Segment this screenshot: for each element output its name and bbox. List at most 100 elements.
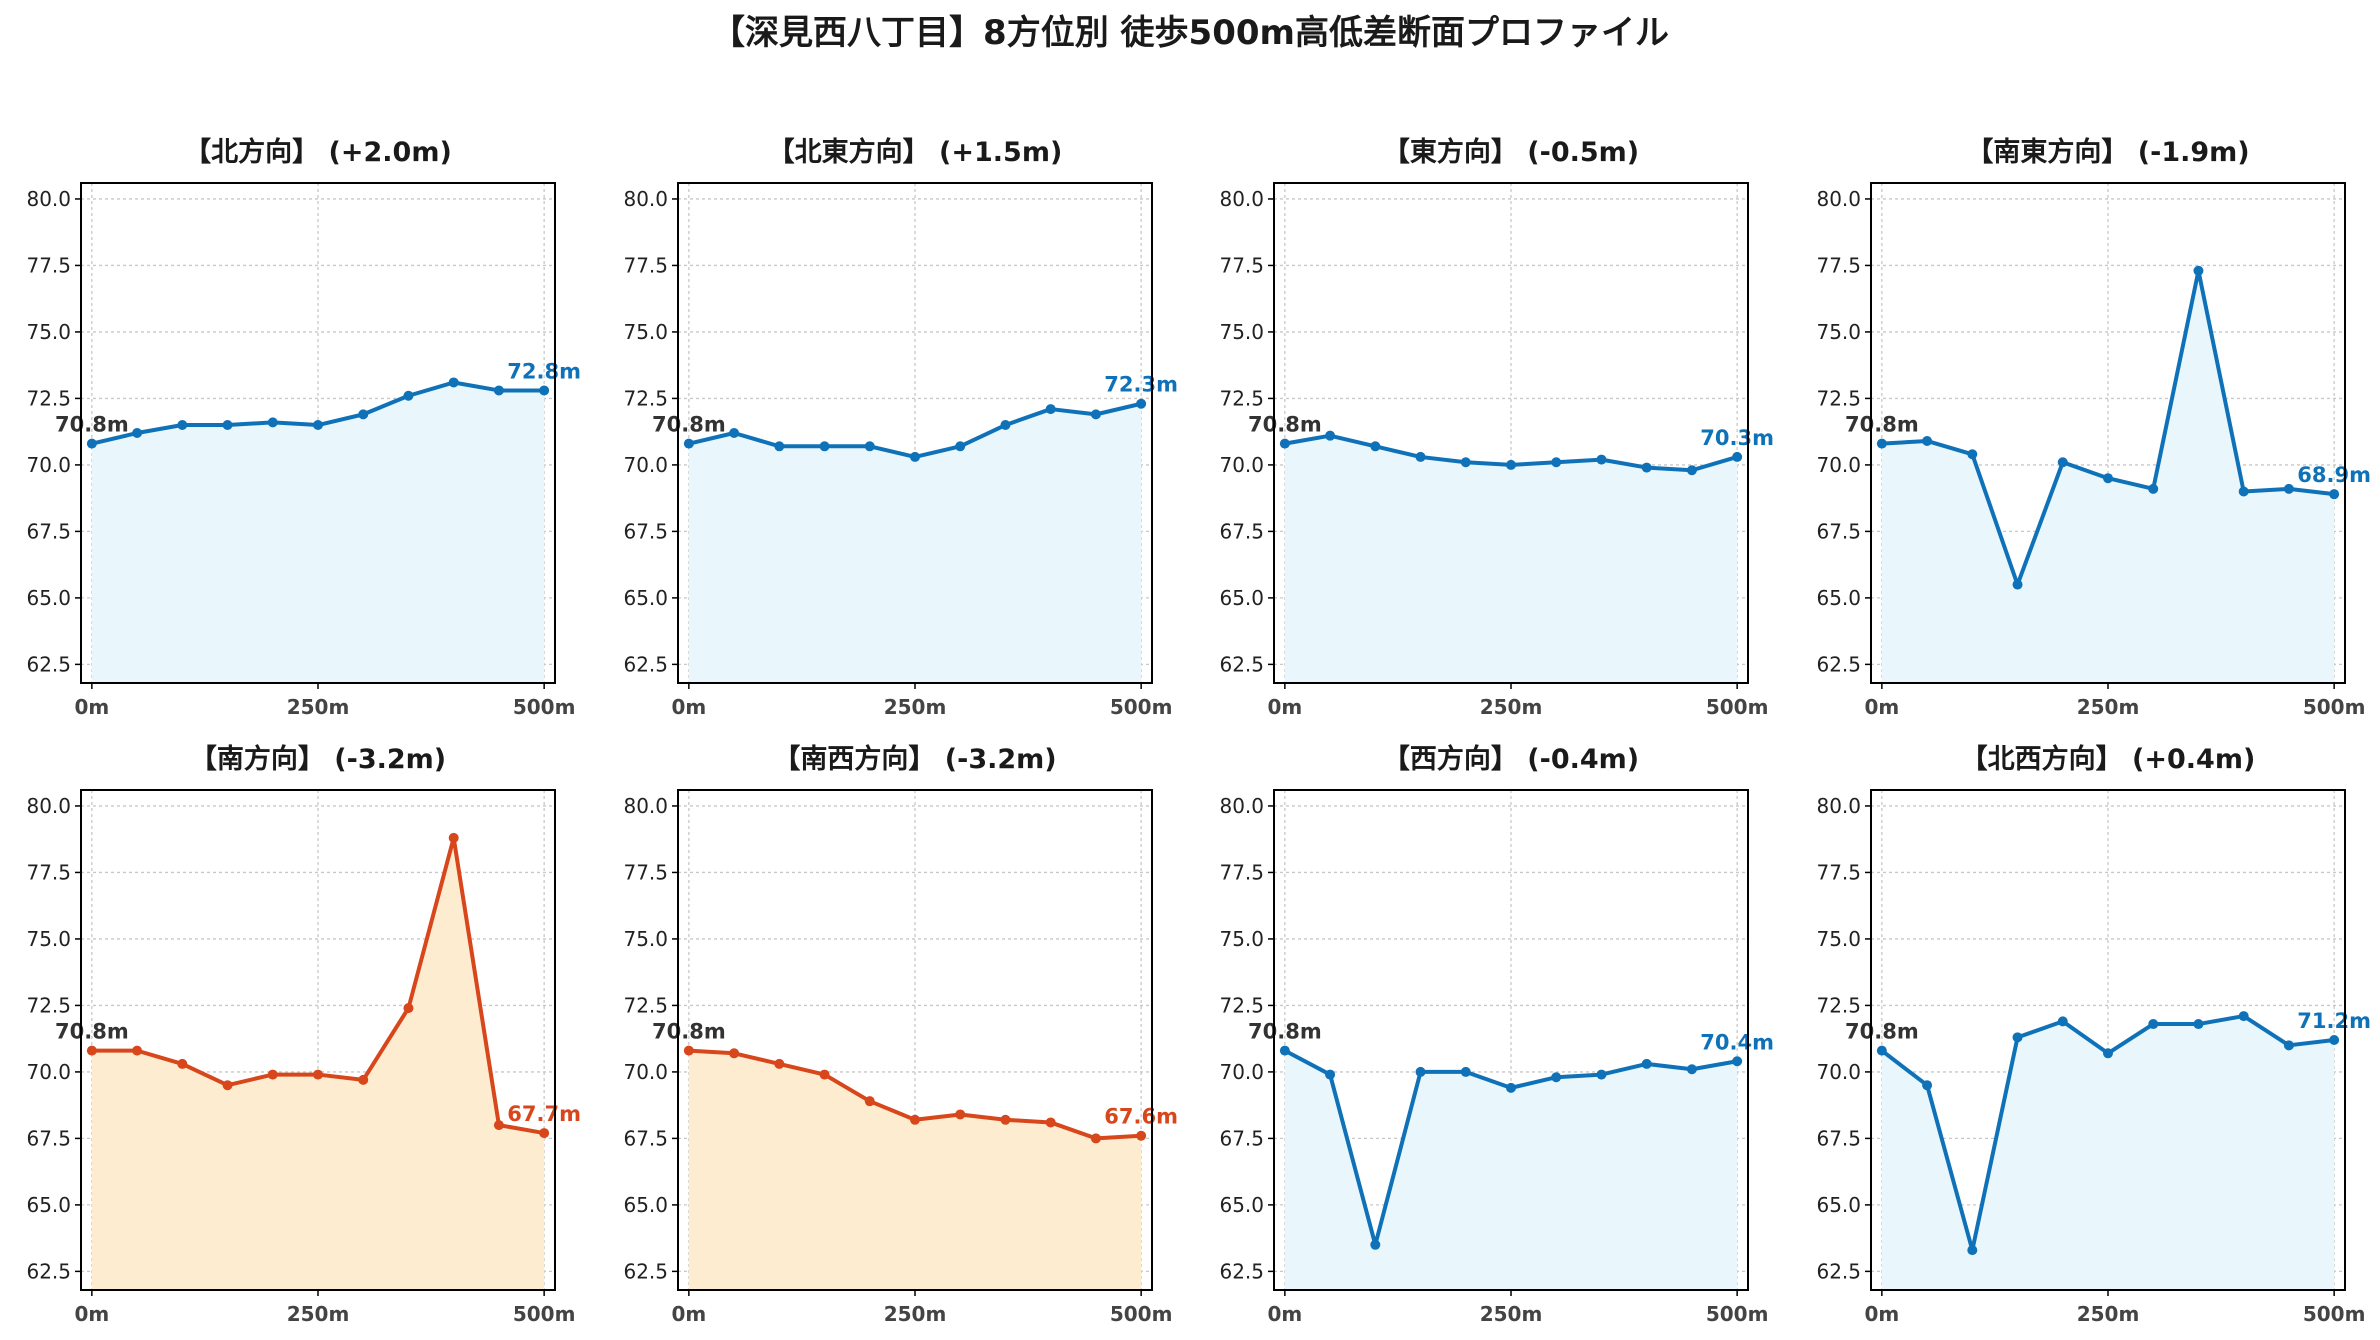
chart-panel: 【北西方向】 (+0.4m) 70.8m 71.2m 62.5 65.0 67.5 70.0… bbox=[1816, 743, 2371, 1326]
x-tick-label: 250m bbox=[884, 1302, 947, 1326]
data-point bbox=[1000, 420, 1011, 431]
figure-title: 【深見西八丁目】8方位別 徒歩500m高低差断面プロファイル bbox=[711, 13, 1669, 53]
data-point bbox=[2238, 486, 2249, 497]
y-tick-label: 75.0 bbox=[26, 927, 71, 951]
y-tick-label: 67.5 bbox=[623, 519, 668, 543]
end-elevation-label: 70.4m bbox=[1700, 1030, 1774, 1054]
y-tick-label: 72.5 bbox=[1816, 993, 1861, 1017]
data-point bbox=[1460, 1066, 1471, 1077]
data-point bbox=[955, 1109, 966, 1120]
y-tick-label: 70.0 bbox=[623, 1060, 668, 1084]
x-tick-label: 0m bbox=[671, 695, 706, 719]
chart-panel: 【南西方向】 (-3.2m) 70.8m 67.6m 62.5 65.0 67.5 70.0… bbox=[623, 743, 1178, 1326]
chart-panel: 【北東方向】 (+1.5m) 70.8m 72.3m 62.5 65.0 67.5 70.0… bbox=[623, 136, 1178, 719]
data-point bbox=[1967, 1245, 1978, 1256]
y-tick-label: 80.0 bbox=[1219, 187, 1264, 211]
y-tick-label: 67.5 bbox=[1816, 1126, 1861, 1150]
y-tick-label: 67.5 bbox=[1219, 519, 1264, 543]
data-point bbox=[1045, 404, 1056, 415]
data-point bbox=[267, 1069, 278, 1080]
end-elevation-label: 67.7m bbox=[507, 1102, 581, 1126]
end-elevation-label: 67.6m bbox=[1104, 1105, 1178, 1129]
data-point bbox=[2148, 1019, 2159, 1030]
data-point bbox=[403, 390, 414, 401]
x-tick-label: 250m bbox=[1480, 695, 1543, 719]
y-tick-label: 77.5 bbox=[623, 253, 668, 277]
y-tick-label: 75.0 bbox=[623, 320, 668, 344]
y-tick-label: 65.0 bbox=[623, 1193, 668, 1217]
data-point bbox=[1876, 1045, 1887, 1056]
data-point bbox=[1136, 1130, 1147, 1141]
y-tick-label: 80.0 bbox=[26, 187, 71, 211]
data-point bbox=[2283, 1040, 2294, 1051]
y-tick-label: 72.5 bbox=[1816, 386, 1861, 410]
data-point bbox=[1506, 459, 1516, 470]
data-point bbox=[729, 428, 740, 438]
end-elevation-label: 72.3m bbox=[1104, 373, 1178, 397]
x-tick-label: 500m bbox=[1110, 695, 1173, 719]
area-fill bbox=[91, 837, 545, 1290]
y-tick-label: 80.0 bbox=[26, 794, 71, 818]
start-elevation-label: 70.8m bbox=[1845, 413, 1919, 437]
x-tick-label: 500m bbox=[1706, 695, 1769, 719]
data-point bbox=[2103, 473, 2113, 484]
data-point bbox=[2057, 1016, 2068, 1027]
data-point bbox=[1551, 1072, 1562, 1083]
x-tick-label: 500m bbox=[513, 1302, 576, 1326]
panel-title: 【南西方向】 (-3.2m) bbox=[773, 743, 1056, 775]
data-point bbox=[910, 451, 920, 462]
y-tick-label: 70.0 bbox=[1816, 1060, 1861, 1084]
data-point bbox=[729, 1048, 740, 1059]
y-tick-label: 70.0 bbox=[26, 453, 71, 477]
data-point bbox=[267, 417, 278, 428]
data-point bbox=[1686, 1064, 1697, 1075]
panel-title: 【北方向】 (+2.0m) bbox=[184, 136, 452, 168]
start-elevation-label: 70.8m bbox=[652, 413, 726, 437]
y-tick-label: 75.0 bbox=[1816, 320, 1861, 344]
y-tick-label: 72.5 bbox=[1219, 993, 1264, 1017]
data-point bbox=[222, 1080, 233, 1091]
data-point bbox=[1279, 1045, 1290, 1056]
x-tick-label: 250m bbox=[1480, 1302, 1543, 1326]
data-point bbox=[683, 1045, 694, 1056]
area-fill bbox=[1284, 1050, 1738, 1290]
data-point bbox=[403, 1003, 414, 1014]
start-elevation-label: 70.8m bbox=[1248, 1020, 1322, 1044]
data-point bbox=[2103, 1048, 2113, 1059]
x-tick-label: 500m bbox=[1706, 1302, 1769, 1326]
y-tick-label: 70.0 bbox=[623, 453, 668, 477]
panel-title: 【北東方向】 (+1.5m) bbox=[768, 136, 1063, 168]
data-point bbox=[819, 441, 830, 452]
data-point bbox=[955, 441, 966, 452]
start-elevation-label: 70.8m bbox=[1845, 1020, 1919, 1044]
data-point bbox=[1967, 449, 1978, 460]
data-point bbox=[2193, 265, 2204, 276]
data-point bbox=[683, 438, 694, 449]
x-tick-label: 0m bbox=[1267, 695, 1302, 719]
y-tick-label: 77.5 bbox=[623, 860, 668, 884]
y-tick-label: 72.5 bbox=[26, 386, 71, 410]
data-point bbox=[2238, 1011, 2249, 1022]
y-tick-label: 62.5 bbox=[623, 1259, 668, 1283]
data-point bbox=[2193, 1019, 2204, 1030]
data-point bbox=[2329, 1035, 2340, 1045]
panel-title: 【東方向】 (-0.5m) bbox=[1383, 136, 1639, 168]
y-tick-label: 70.0 bbox=[1219, 453, 1264, 477]
area-fill bbox=[1284, 435, 1738, 683]
data-point bbox=[132, 1045, 143, 1056]
x-tick-label: 500m bbox=[2303, 695, 2366, 719]
x-tick-label: 250m bbox=[884, 695, 947, 719]
y-tick-label: 72.5 bbox=[1219, 386, 1264, 410]
data-point bbox=[1000, 1114, 1011, 1125]
data-point bbox=[313, 420, 323, 431]
area-fill bbox=[1881, 1016, 2335, 1290]
data-point bbox=[819, 1069, 830, 1080]
y-tick-label: 80.0 bbox=[1219, 794, 1264, 818]
data-point bbox=[2012, 579, 2023, 590]
chart-panel: 【南方向】 (-3.2m) 70.8m 67.7m 62.5 65.0 67.5 70.0 7… bbox=[26, 743, 581, 1326]
panel-title: 【南方向】 (-3.2m) bbox=[190, 743, 446, 775]
area-fill bbox=[1881, 270, 2335, 683]
y-tick-label: 80.0 bbox=[623, 794, 668, 818]
y-tick-label: 67.5 bbox=[26, 519, 71, 543]
y-tick-label: 67.5 bbox=[1219, 1126, 1264, 1150]
